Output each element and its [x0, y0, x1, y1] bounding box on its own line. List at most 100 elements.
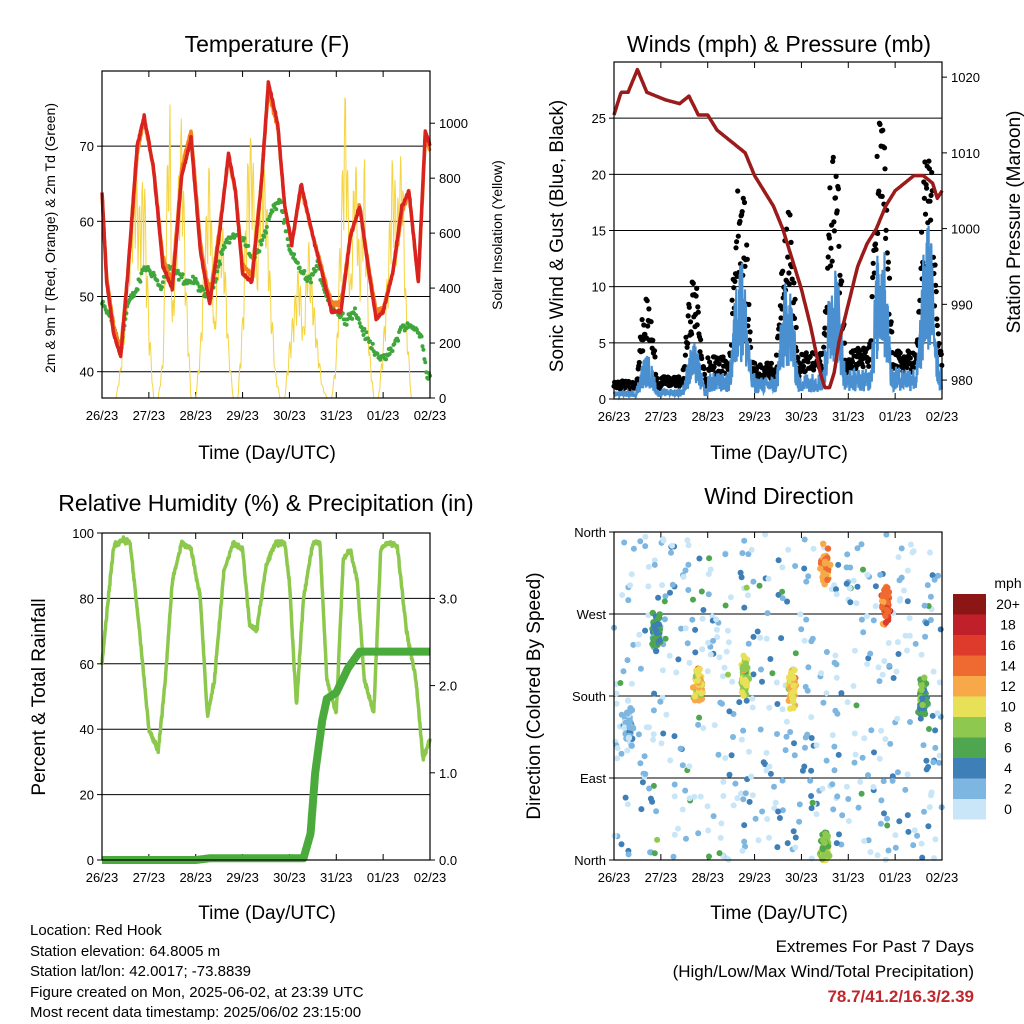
dewpoint-point	[384, 357, 388, 362]
direction-point	[653, 627, 660, 635]
gust-point	[822, 325, 828, 331]
direction-point	[705, 827, 712, 834]
gust-point	[934, 322, 940, 329]
direction-point	[779, 564, 786, 571]
direction-point	[860, 566, 866, 573]
wind-direction-panel: Wind Direction Direction (Colored By Spe…	[524, 483, 1022, 924]
direction-point	[792, 834, 799, 841]
dewpoint-point	[262, 234, 267, 239]
direction-point	[819, 845, 826, 852]
gust-point	[778, 315, 784, 321]
dewpoint-point	[214, 277, 219, 281]
direction-point	[670, 853, 677, 860]
gust-point	[699, 355, 705, 362]
gust-point	[831, 228, 838, 234]
gust-point	[883, 227, 889, 233]
direction-point	[886, 662, 893, 669]
direction-point	[887, 740, 894, 747]
direction-point	[894, 639, 901, 646]
direction-point	[686, 795, 693, 802]
gust-point	[793, 324, 799, 331]
direction-point	[925, 764, 932, 770]
direction-point	[636, 631, 643, 638]
direction-point	[876, 678, 883, 685]
gust-point	[872, 241, 879, 247]
x-tick-label: 02/23	[414, 408, 447, 423]
direction-point	[897, 595, 904, 602]
direction-point	[742, 790, 749, 797]
direction-point	[745, 640, 752, 647]
direction-point	[725, 671, 731, 678]
direction-point	[706, 853, 712, 860]
direction-point	[711, 722, 718, 729]
direction-point	[730, 734, 736, 740]
direction-point	[628, 742, 635, 749]
dewpoint-point	[270, 209, 275, 214]
direction-point	[865, 655, 872, 662]
dewpoint-point	[426, 376, 431, 381]
direction-point	[625, 597, 632, 604]
gust-point	[646, 306, 652, 312]
x-tick-label: 30/23	[785, 409, 818, 424]
dewpoint-point	[274, 207, 279, 212]
y-tick-label: South	[572, 689, 606, 704]
direction-point	[621, 724, 628, 731]
gust-point	[825, 254, 831, 260]
gust-point	[685, 340, 691, 347]
direction-point	[895, 651, 902, 657]
gust-point	[933, 289, 939, 295]
gust-point	[835, 186, 842, 192]
direction-point	[791, 752, 798, 759]
gust-point	[922, 159, 928, 165]
direction-point	[796, 801, 803, 808]
direction-point	[739, 847, 746, 854]
plot-border	[101, 70, 431, 399]
gust-point	[733, 245, 739, 251]
direction-point	[707, 651, 714, 658]
humidity-plot-area: 26/23 27/23 28/23 29/23 30/23 31/23 01/23 02/23…	[72, 526, 457, 885]
dewpoint-point	[201, 287, 206, 292]
direction-point	[819, 785, 826, 792]
direction-point	[791, 666, 798, 674]
direction-point	[879, 604, 886, 611]
direction-point	[919, 695, 926, 702]
direction-point	[769, 670, 776, 677]
gust-point	[737, 218, 743, 224]
direction-point	[921, 602, 928, 609]
direction-point	[624, 747, 631, 754]
gust-point	[682, 352, 689, 358]
x-tick-label: 02/23	[926, 409, 959, 424]
direction-point	[802, 744, 808, 751]
gust-point	[648, 319, 654, 325]
direction-point	[852, 751, 859, 758]
direction-point	[759, 808, 766, 815]
direction-point	[790, 682, 797, 689]
direction-point	[792, 650, 799, 657]
dewpoint-point	[155, 278, 160, 283]
gust-point	[877, 121, 883, 127]
dewpoint-point	[313, 268, 318, 273]
gust-point	[928, 217, 934, 223]
gust-point	[879, 193, 885, 199]
direction-point	[659, 582, 666, 589]
direction-point	[881, 658, 888, 664]
direction-point	[744, 592, 751, 599]
direction-point	[667, 589, 673, 596]
direction-point	[762, 531, 769, 538]
gust-point	[857, 348, 863, 354]
x-tick-label: 30/23	[273, 870, 306, 885]
direction-point	[930, 759, 937, 766]
direction-point	[783, 733, 790, 740]
direction-point	[808, 805, 815, 812]
direction-point	[704, 668, 711, 675]
direction-point	[689, 616, 696, 623]
colorbar-swatch	[953, 594, 986, 615]
x-tick-label: 27/23	[133, 870, 166, 885]
y-tick-label: 15	[592, 224, 606, 239]
direction-point	[722, 602, 729, 609]
direction-point	[865, 772, 871, 779]
direction-point	[654, 836, 661, 843]
x-tick-label: 29/23	[226, 408, 259, 423]
direction-point	[750, 671, 757, 678]
dewpoint-point	[260, 238, 265, 243]
